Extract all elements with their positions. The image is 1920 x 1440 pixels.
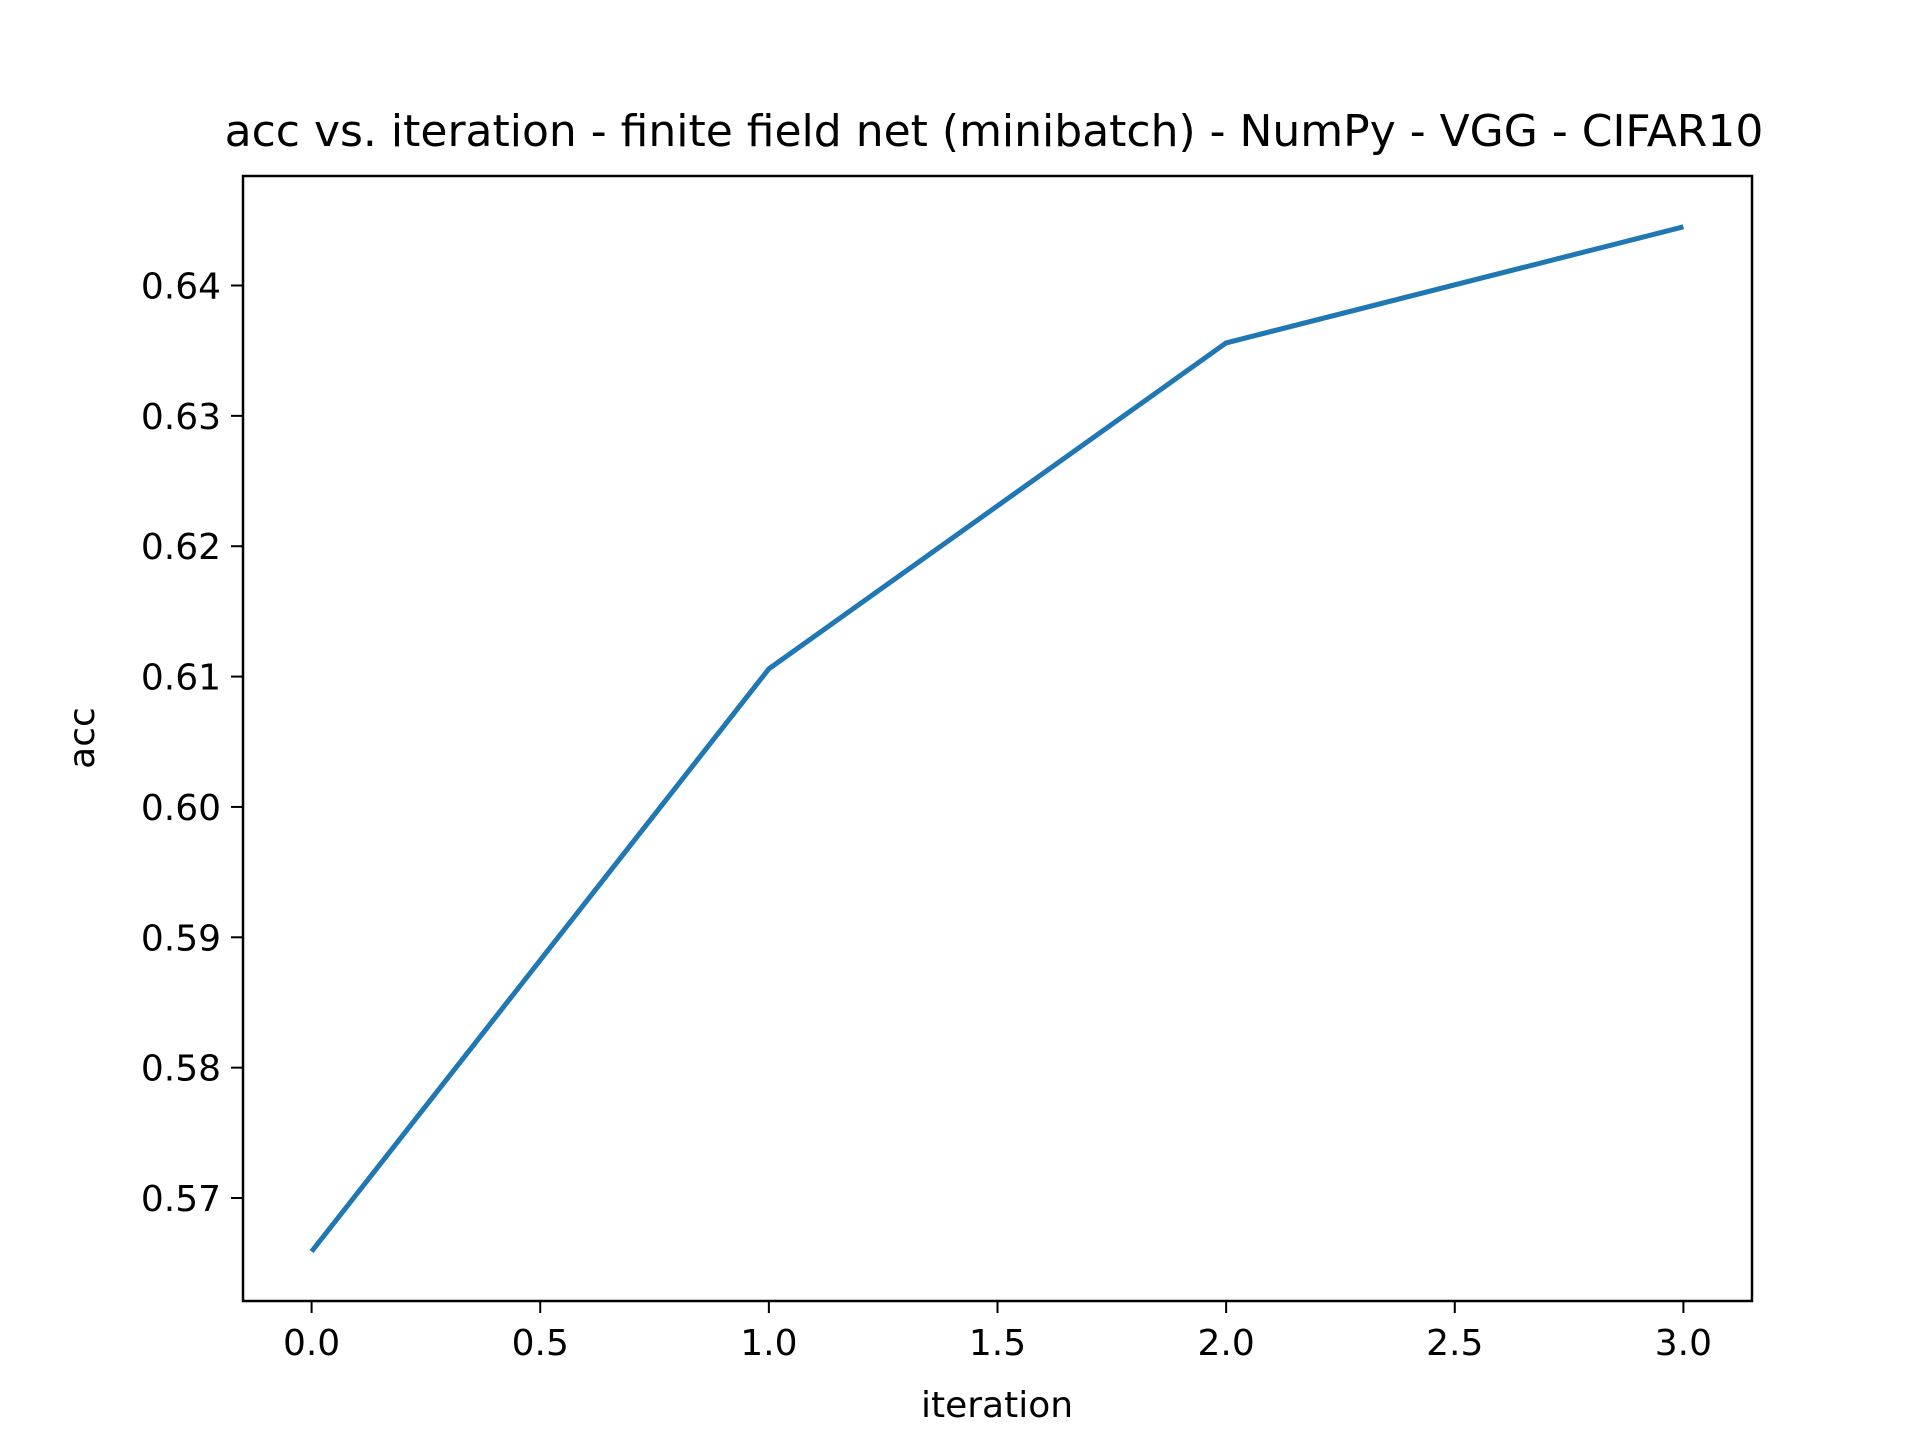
- x-axis-ticks: 0.0 0.5 1.0 1.5 2.0 2.5 3.0: [283, 1301, 1712, 1364]
- chart-title: acc vs. iteration - finite field net (mi…: [225, 106, 1764, 157]
- y-tick-label: 0.62: [141, 527, 221, 568]
- y-tick-label: 0.59: [141, 918, 221, 959]
- x-tick-label: 1.5: [969, 1323, 1026, 1364]
- y-tick-label: 0.64: [141, 267, 221, 308]
- x-tick-label: 0.5: [512, 1323, 569, 1364]
- plot-frame: [241, 174, 1754, 1303]
- y-tick-label: 0.58: [141, 1049, 221, 1090]
- x-tick-label: 3.0: [1655, 1323, 1712, 1364]
- y-tick-label: 0.57: [141, 1179, 221, 1220]
- x-tick-label: 1.0: [740, 1323, 797, 1364]
- y-tick-label: 0.61: [141, 658, 221, 699]
- x-tick-label: 0.0: [283, 1323, 340, 1364]
- series-line: [309, 224, 1685, 1254]
- x-tick-label: 2.5: [1426, 1323, 1483, 1364]
- y-axis-ticks: 0.57 0.58 0.59 0.60 0.61 0.62 0.63 0.64: [141, 267, 243, 1220]
- x-axis-label: iteration: [921, 1385, 1073, 1426]
- plot-area: [243, 176, 1752, 1301]
- x-tick-label: 2.0: [1198, 1323, 1255, 1364]
- y-axis-label: acc: [62, 707, 103, 769]
- y-tick-label: 0.63: [141, 397, 221, 438]
- series-layer: [309, 224, 1685, 1254]
- y-tick-label: 0.60: [141, 788, 221, 829]
